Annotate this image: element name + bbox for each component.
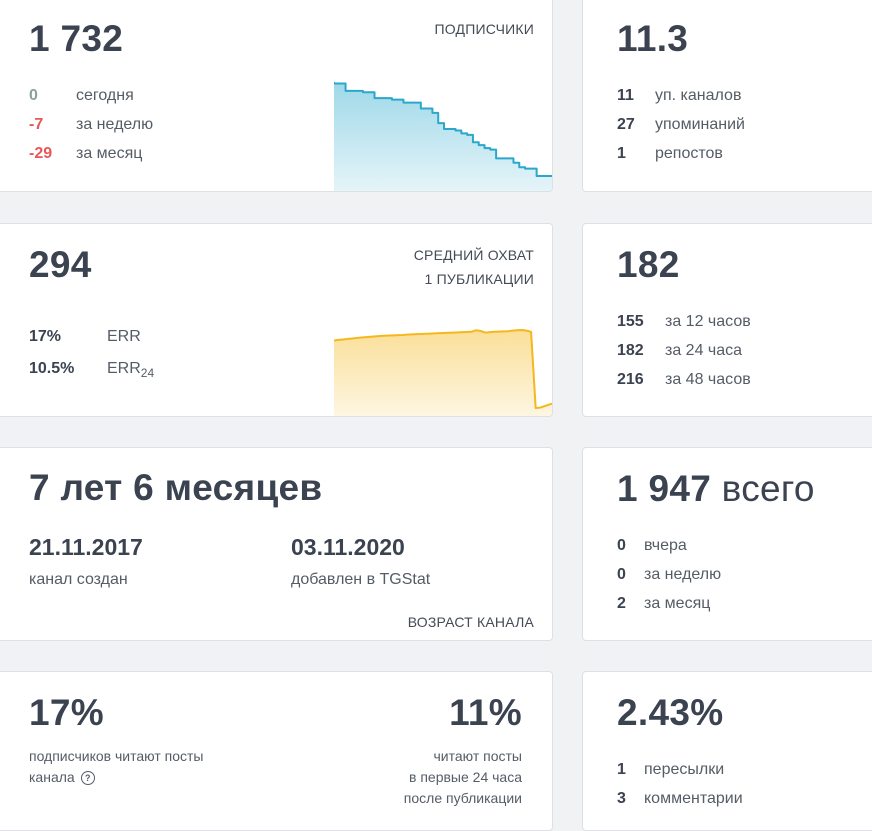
engagement-value: 2.43% [617,692,724,733]
created-label: канал создан [29,571,128,588]
posts-week-label: за неделю [644,566,722,583]
reach-err-label: ERR [107,328,141,345]
age-title: 7 лет 6 месяцев [29,467,323,508]
subscribers-month-label: за месяц [76,145,143,162]
citation-card: 11.3 11 уп. каналов 27 упоминаний 1 репо… [582,0,872,192]
readers-left-line1: подписчиков читают посты [29,748,204,764]
readers-left-value: 17% [29,692,104,733]
citation-mentions-value: 27 [617,116,635,133]
posts-month-value: 2 [617,595,626,612]
citation-mentions-label: упоминаний [655,116,745,133]
readers-right-line3: после публикации [403,790,522,806]
citation-index: 11.3 [617,18,689,59]
sparkline-area [334,330,552,416]
citation-reposts-value: 1 [617,145,626,162]
subscribers-caption: ПОДПИСЧИКИ [434,21,534,37]
subscribers-card: 1 732 ПОДПИСЧИКИ 0 сегодня -7 за неделю … [0,0,553,192]
posts-month-label: за месяц [644,595,711,612]
subscribers-total: 1 732 [29,18,124,59]
posts-week-value: 0 [617,566,626,583]
citation-channels-label: уп. каналов [655,87,742,104]
reach-average: 294 [29,244,92,285]
posts-total-suffix: всего [711,468,815,509]
reach-err24-label: ERR24 [107,360,154,380]
reach-err-value: 17% [29,328,62,345]
citation-reposts-label: репостов [655,145,723,162]
subscribers-sparkline [334,82,552,191]
age-caption: ВОЗРАСТ КАНАЛА [407,614,534,630]
reach-caption: СРЕДНИЙ ОХВАТ 1 ПУБЛИКАЦИИ [414,243,534,291]
subscribers-today-value: 0 [29,87,38,104]
views-48h-label: за 48 часов [665,371,751,388]
question-circle-icon[interactable]: ? [80,771,95,785]
reach-card: 294 СРЕДНИЙ ОХВАТ 1 ПУБЛИКАЦИИ 17% ERR 1… [0,223,553,417]
reach-caption-line2: 1 ПУБЛИКАЦИИ [424,271,534,287]
age-card: 7 лет 6 месяцев 21.11.2017 канал создан … [0,447,553,641]
subscribers-week-label: за неделю [76,116,154,133]
reach-err24-label-text: ERR [107,360,141,377]
readers-right-text: читают посты в первые 24 часа после публ… [404,746,522,809]
posts-card: 1 947 всего 0 вчера 0 за неделю 2 за мес… [582,447,872,641]
readers-card: 17% подписчиков читают посты канала? 11%… [0,671,553,831]
readers-left-text: подписчиков читают посты канала? [29,746,203,788]
posts-total: 1 947 всего [617,468,815,510]
subscribers-today-label: сегодня [76,87,134,104]
subscribers-week-value: -7 [29,116,44,133]
reach-caption-line1: СРЕДНИЙ ОХВАТ [413,247,534,263]
readers-right-line2: в первые 24 часа [409,769,522,785]
added-date: 03.11.2020 [291,534,405,560]
citation-channels-value: 11 [617,87,634,104]
views-12h-label: за 12 часов [665,313,751,330]
reach-err24-subscript: 24 [140,366,155,381]
created-date: 21.11.2017 [29,534,143,560]
views-total: 182 [617,244,680,285]
subscribers-month-value: -29 [29,145,53,162]
posts-total-number: 1 947 [617,468,712,509]
readers-left-line2: канала [29,769,75,785]
engagement-forwards-label: пересылки [644,761,725,778]
reach-sparkline [334,329,552,416]
added-label: добавлен в TGStat [291,571,431,588]
sparkline-area [334,82,552,191]
reach-err24-value: 10.5% [29,360,75,377]
views-24h-value: 182 [617,342,644,359]
engagement-comments-label: комментарии [644,790,743,807]
readers-right-value: 11% [449,692,522,733]
sparkline-line [334,329,552,409]
readers-left-line2-row: канала? [29,767,203,788]
engagement-card: 2.43% 1 пересылки 3 комментарии [582,671,872,831]
engagement-comments-value: 3 [617,790,626,807]
views-12h-value: 155 [617,313,644,330]
engagement-forwards-value: 1 [617,761,626,778]
sparkline-line [334,82,552,177]
views-24h-label: за 24 часа [665,342,743,359]
readers-right-line1: читают посты [433,748,523,764]
views-48h-value: 216 [617,371,644,388]
posts-yesterday-label: вчера [644,537,687,554]
posts-yesterday-value: 0 [617,537,626,554]
views-card: 182 155 за 12 часов 182 за 24 часа 216 з… [582,223,872,417]
